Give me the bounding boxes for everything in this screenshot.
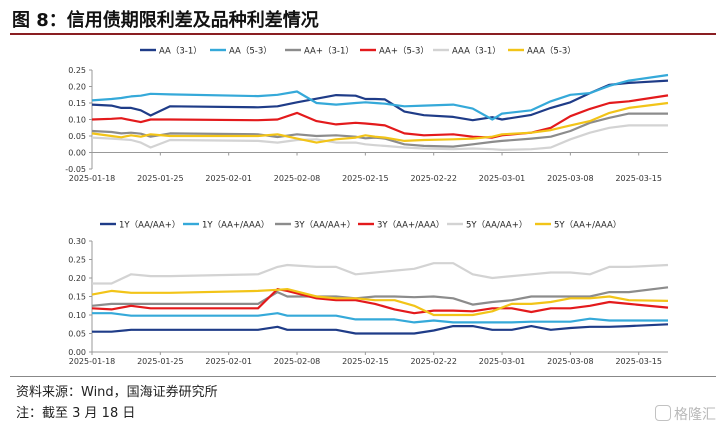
- footer-divider: [10, 376, 716, 377]
- legend-label: AA（5-3）: [229, 46, 272, 57]
- y-tick-label: 0.25: [68, 66, 86, 75]
- x-tick-label: 2025-02-08: [274, 357, 321, 366]
- x-tick-label: 2025-02-01: [205, 357, 252, 366]
- legend-item-1: AA（3-1）: [140, 46, 202, 57]
- legend-item-3: AA+（3-1）: [285, 46, 354, 57]
- legend-item-5: AAA（3-1）: [433, 46, 501, 57]
- y-tick-label: 0.00: [68, 149, 86, 158]
- legend-item-6: 5Y（AA+/AAA）: [535, 220, 621, 231]
- legend-label: 5Y（AA+/AAA）: [554, 220, 621, 231]
- series-line-2: [92, 312, 668, 324]
- series-line-4: [91, 287, 669, 315]
- y-tick-label: 0.20: [68, 83, 86, 92]
- legend-label: 5Y（AA/AA+）: [466, 220, 527, 231]
- x-tick-label: 2025-02-15: [342, 357, 389, 366]
- legend-label: AA（3-1）: [159, 46, 202, 57]
- x-tick-label: 2025-01-25: [137, 174, 184, 183]
- legend-item-4: AA+（5-3）: [360, 46, 429, 57]
- legend-item-2: 1Y（AA+/AAA）: [183, 220, 269, 231]
- chart-term-spread: -0.05 0.00 0.05 0.10 0.15 0.20 0.25 2025-01-18 2…: [65, 46, 669, 183]
- legend-label: 1Y（AA/AA+）: [119, 220, 180, 231]
- x-tick-label: 2025-03-15: [615, 357, 662, 366]
- y-tick-label: 0.20: [68, 274, 86, 283]
- x-tick-label: 2025-02-15: [342, 174, 389, 183]
- legend-item-4: 3Y（AA+/AAA）: [358, 220, 444, 231]
- legend-label: 3Y（AA+/AAA）: [377, 220, 444, 231]
- y-tick-label: 0.15: [68, 99, 86, 108]
- y-tick-label: 0.00: [68, 348, 86, 357]
- legend-item-5: 5Y（AA/AA+）: [447, 220, 527, 231]
- series-line-1: [92, 323, 669, 335]
- y-tick-label: 0.30: [68, 237, 86, 246]
- y-tick-label: 0.05: [68, 132, 86, 141]
- y-tick-label: 0.10: [68, 311, 86, 320]
- x-tick-label: 2025-03-15: [615, 174, 662, 183]
- figure-title: 图 8：信用债期限利差及品种利差情况: [12, 10, 319, 31]
- legend-item-6: AAA（5-3）: [508, 46, 576, 57]
- series-line-4: [91, 94, 669, 139]
- legend-item-2: AA（5-3）: [210, 46, 272, 57]
- series-line-5: [91, 124, 668, 152]
- series-line-6: [91, 101, 669, 144]
- legend-item-1: 1Y（AA/AA+）: [100, 220, 180, 231]
- x-tick-label: 2025-02-22: [410, 174, 457, 183]
- x-tick-label: 2025-03-01: [479, 357, 526, 366]
- footnote: 注：截至 3 月 18 日: [16, 406, 136, 421]
- legend-label: AAA（3-1）: [452, 46, 501, 57]
- series-line-5: [92, 262, 669, 285]
- legend-label: 3Y（AA/AA+）: [294, 220, 355, 231]
- x-tick-label: 2025-01-25: [137, 357, 184, 366]
- x-tick-label: 2025-03-08: [547, 357, 594, 366]
- legend-item-3: 3Y（AA/AA+）: [275, 220, 355, 231]
- y-tick-label: -0.05: [65, 165, 86, 174]
- x-tick-label: 2025-01-18: [69, 357, 116, 366]
- x-tick-label: 2025-01-18: [69, 174, 116, 183]
- watermark-text: 格隆汇: [674, 407, 716, 423]
- y-tick-label: 0.05: [68, 330, 86, 339]
- x-tick-label: 2025-02-22: [410, 357, 457, 366]
- legend-label: 1Y（AA+/AAA）: [202, 220, 269, 231]
- x-tick-label: 2025-03-08: [547, 174, 594, 183]
- y-tick-label: 0.10: [68, 116, 86, 125]
- series-line-6: [91, 287, 669, 317]
- source-note: 资料来源：Wind，国海证券研究所: [16, 385, 218, 400]
- x-tick-label: 2025-03-01: [479, 174, 526, 183]
- x-tick-label: 2025-02-01: [205, 174, 252, 183]
- chart-rating-spread: 0.00 0.05 0.10 0.15 0.20 0.25 0.30 2025-01-18 20…: [68, 220, 669, 366]
- series-line-3: [91, 286, 669, 307]
- x-tick-label: 2025-02-08: [274, 174, 321, 183]
- y-tick-label: 0.25: [68, 256, 86, 265]
- series-line-2: [91, 73, 669, 121]
- legend-label: AA+（3-1）: [304, 46, 354, 57]
- legend-label: AA+（5-3）: [379, 46, 429, 57]
- watermark-logo-icon: [655, 405, 671, 421]
- legend-label: AAA（5-3）: [527, 46, 576, 57]
- y-tick-label: 0.15: [68, 293, 86, 302]
- title-divider: [10, 33, 716, 35]
- watermark: 格隆汇: [655, 404, 716, 424]
- series-line-1: [91, 79, 669, 122]
